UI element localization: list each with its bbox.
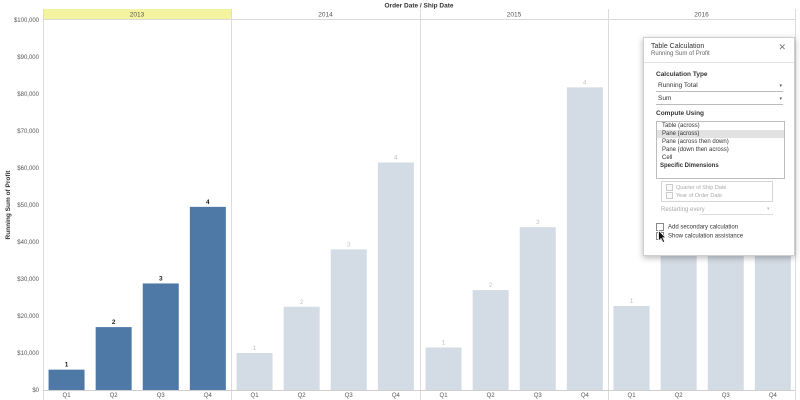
bar — [613, 306, 650, 390]
dimension-row: Quarter of Ship Date — [666, 184, 726, 191]
x-tick-label: Q2 — [298, 393, 307, 399]
y-tick-label: $90,000 — [17, 55, 39, 61]
x-tick-label: Q4 — [204, 393, 213, 399]
y-tick-label: $10,000 — [17, 351, 39, 357]
x-tick-label: Q3 — [345, 393, 354, 399]
bar — [95, 327, 132, 390]
mouse-pointer-icon — [658, 230, 667, 243]
restarting-every-dropdown — [700, 214, 773, 215]
bar — [48, 369, 85, 390]
chevron-down-icon: ▾ — [767, 206, 770, 212]
bar — [425, 347, 462, 390]
secondary-calculation-checkbox[interactable]: Add secondary calculation — [656, 223, 738, 231]
chart-title: Order Date / Ship Date — [385, 3, 454, 10]
compute-using-list[interactable]: Table (across) Pane (across) Pane (acros… — [656, 121, 785, 179]
year-header-label: 2015 — [507, 12, 522, 19]
bar-data-label: 3 — [536, 219, 540, 226]
bar — [142, 283, 179, 390]
bar-data-label: 4 — [206, 199, 210, 206]
compute-option[interactable]: Pane (down then across) — [662, 147, 729, 153]
y-tick-label: $80,000 — [17, 92, 39, 98]
bar-data-label: 1 — [253, 345, 257, 352]
dialog-title: Table Calculation — [651, 43, 705, 50]
secondary-calculation-label: Add secondary calculation — [668, 224, 739, 231]
year-header-cell — [231, 9, 420, 19]
y-tick-label: $60,000 — [17, 166, 39, 172]
x-tick-label: Q4 — [581, 393, 590, 399]
restarting-every-label: Restarting every — [661, 207, 705, 213]
bar-data-label: 2 — [112, 319, 116, 326]
x-tick-label: Q3 — [722, 393, 731, 399]
dialog-divider — [644, 62, 794, 63]
x-tick-label: Q1 — [63, 393, 72, 399]
checkbox-icon — [666, 184, 673, 191]
bar — [377, 162, 414, 390]
dialog-subtitle: Running Sum of Profit — [651, 51, 710, 57]
year-header-label: 2013 — [130, 12, 145, 19]
x-tick-label: Q2 — [110, 393, 119, 399]
bar — [330, 249, 367, 390]
checkbox-icon — [666, 192, 673, 199]
table-calculation-dialog[interactable]: Table Calculation Running Sum of Profit … — [643, 37, 795, 256]
bar — [189, 206, 226, 390]
bar — [283, 306, 320, 390]
year-header-cell — [608, 9, 795, 19]
calculation-type-value: Running Total — [658, 82, 698, 89]
calculation-assistance-checkbox[interactable]: Show calculation assistance — [656, 230, 744, 240]
bar-data-label: 3 — [159, 275, 163, 282]
bar — [472, 290, 509, 390]
compute-option[interactable]: Table (across) — [662, 123, 700, 129]
aggregation-dropdown[interactable]: Sum ▾ — [656, 94, 783, 105]
x-tick-label: Q3 — [534, 393, 543, 399]
bar-data-label: 2 — [300, 299, 304, 306]
compute-option-selected[interactable]: Pane (across) — [657, 130, 784, 138]
x-tick-label: Q4 — [392, 393, 401, 399]
calculation-type-label: Calculation Type — [656, 71, 708, 78]
calculation-assistance-label: Show calculation assistance — [668, 233, 744, 240]
calculation-type-dropdown[interactable]: Running Total ▾ — [656, 81, 783, 92]
bar-data-label: 4 — [394, 154, 398, 161]
y-tick-label: $40,000 — [17, 240, 39, 246]
x-tick-label: Q2 — [675, 393, 684, 399]
bar-data-label: 1 — [65, 362, 69, 369]
chevron-down-icon: ▾ — [779, 83, 782, 89]
x-tick-label: Q1 — [440, 393, 449, 399]
x-tick-label: Q3 — [157, 393, 166, 399]
specific-dimensions-option[interactable]: Specific Dimensions — [660, 163, 719, 169]
dimension-row: Year of Order Date — [666, 192, 722, 199]
year-header-cell — [43, 9, 231, 19]
compute-using-label: Compute Using — [656, 110, 705, 117]
y-tick-label: $0 — [32, 388, 39, 394]
bar-data-label: 4 — [583, 79, 587, 86]
year-header-cell — [420, 9, 608, 19]
dimension-label: Year of Order Date — [676, 192, 722, 199]
bar — [519, 227, 556, 390]
dimension-label: Quarter of Ship Date — [676, 184, 727, 191]
chevron-down-icon: ▾ — [779, 96, 782, 102]
bar-data-label: 1 — [630, 298, 634, 305]
compute-option[interactable]: Pane (across then down) — [662, 139, 729, 145]
x-tick-label: Q1 — [251, 393, 260, 399]
year-header-label: 2016 — [694, 12, 709, 19]
y-tick-label: $100,000 — [14, 18, 40, 24]
bar — [236, 353, 273, 390]
dimensions-list: Quarter of Ship Date Year of Order Date — [661, 181, 773, 202]
y-tick-label: $70,000 — [17, 129, 39, 135]
x-tick-label: Q4 — [769, 393, 778, 399]
y-tick-label: $30,000 — [17, 277, 39, 283]
bar-data-label: 2 — [489, 282, 493, 289]
x-tick-label: Q1 — [628, 393, 637, 399]
compute-option[interactable]: Cell — [662, 155, 673, 161]
x-tick-label: Q2 — [487, 393, 496, 399]
y-axis-label: Running Sum of Profit — [5, 170, 12, 240]
bar-data-label: 3 — [347, 241, 351, 248]
close-icon[interactable]: ✕ — [778, 42, 786, 52]
y-tick-label: $50,000 — [17, 203, 39, 209]
y-tick-label: $20,000 — [17, 314, 39, 320]
year-header-label: 2014 — [318, 12, 333, 19]
bar — [566, 87, 603, 390]
bar — [660, 230, 697, 390]
bar-data-label: 1 — [442, 339, 446, 346]
aggregation-value: Sum — [658, 95, 672, 102]
